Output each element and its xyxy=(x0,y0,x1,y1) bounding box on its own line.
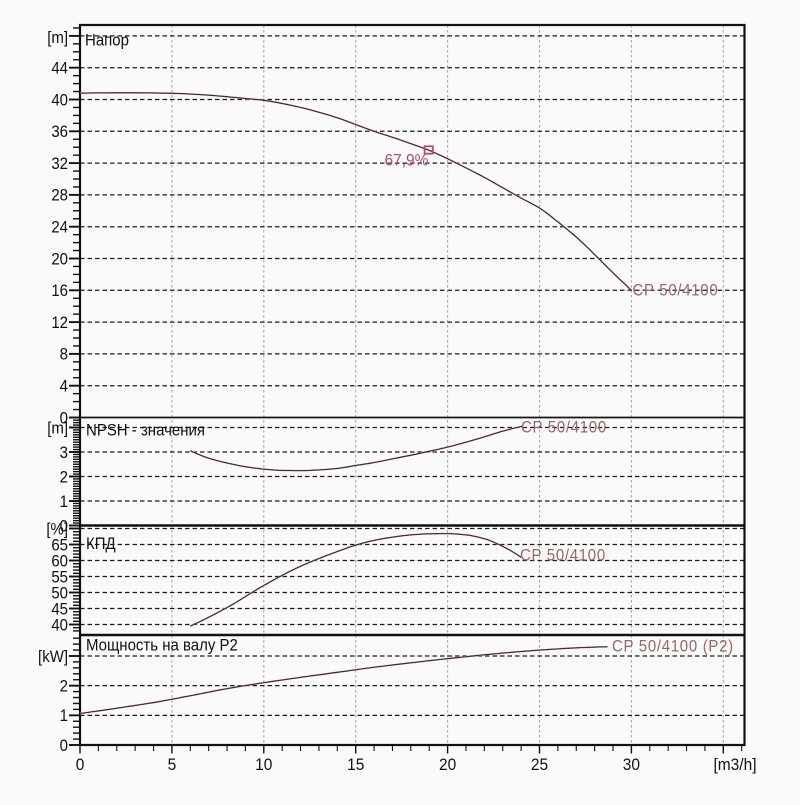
svg-text:0: 0 xyxy=(60,737,69,755)
svg-text:КПД: КПД xyxy=(86,536,116,554)
svg-text:10: 10 xyxy=(255,755,272,774)
svg-text:[m3/h]: [m3/h] xyxy=(713,755,756,774)
svg-text:1: 1 xyxy=(60,707,68,725)
svg-text:36: 36 xyxy=(51,123,68,141)
svg-text:0: 0 xyxy=(60,410,69,428)
svg-text:67,9%: 67,9% xyxy=(385,151,429,170)
svg-text:55: 55 xyxy=(51,569,68,587)
svg-text:1: 1 xyxy=(60,493,68,511)
svg-text:NPSH - значения: NPSH - значения xyxy=(86,422,205,440)
svg-text:50: 50 xyxy=(51,585,68,603)
svg-text:60: 60 xyxy=(51,553,68,571)
svg-text:5: 5 xyxy=(168,755,177,774)
svg-text:Мощность на валу P2: Мощность на валу P2 xyxy=(86,637,238,655)
svg-text:30: 30 xyxy=(623,755,640,774)
svg-text:25: 25 xyxy=(531,755,548,774)
svg-text:24: 24 xyxy=(51,219,68,237)
svg-text:40: 40 xyxy=(51,617,68,635)
svg-text:[%]: [%] xyxy=(46,521,68,539)
svg-text:0: 0 xyxy=(60,518,69,536)
svg-text:44: 44 xyxy=(51,60,68,78)
svg-text:[m]: [m] xyxy=(47,420,68,438)
svg-text:0: 0 xyxy=(76,755,85,774)
svg-text:8: 8 xyxy=(60,346,69,364)
svg-text:2: 2 xyxy=(60,469,68,487)
svg-text:CP 50/4100: CP 50/4100 xyxy=(521,419,607,437)
svg-text:[kW]: [kW] xyxy=(38,648,68,666)
svg-text:40: 40 xyxy=(51,92,68,110)
svg-text:12: 12 xyxy=(51,314,68,332)
svg-text:Напор: Напор xyxy=(85,32,129,50)
svg-text:45: 45 xyxy=(51,601,68,619)
svg-text:3: 3 xyxy=(60,444,69,462)
svg-text:20: 20 xyxy=(439,755,456,774)
svg-text:15: 15 xyxy=(347,755,364,774)
svg-text:CP 50/4100: CP 50/4100 xyxy=(633,282,719,300)
svg-text:4: 4 xyxy=(60,378,69,396)
svg-text:32: 32 xyxy=(51,155,68,173)
svg-text:2: 2 xyxy=(60,678,68,696)
svg-text:[m]: [m] xyxy=(47,29,68,47)
svg-text:16: 16 xyxy=(51,282,68,300)
svg-text:28: 28 xyxy=(51,187,68,205)
svg-text:CP 50/4100: CP 50/4100 xyxy=(520,547,606,565)
svg-text:CP 50/4100 (P2): CP 50/4100 (P2) xyxy=(612,638,734,656)
svg-text:65: 65 xyxy=(51,537,68,555)
svg-text:20: 20 xyxy=(51,251,68,269)
